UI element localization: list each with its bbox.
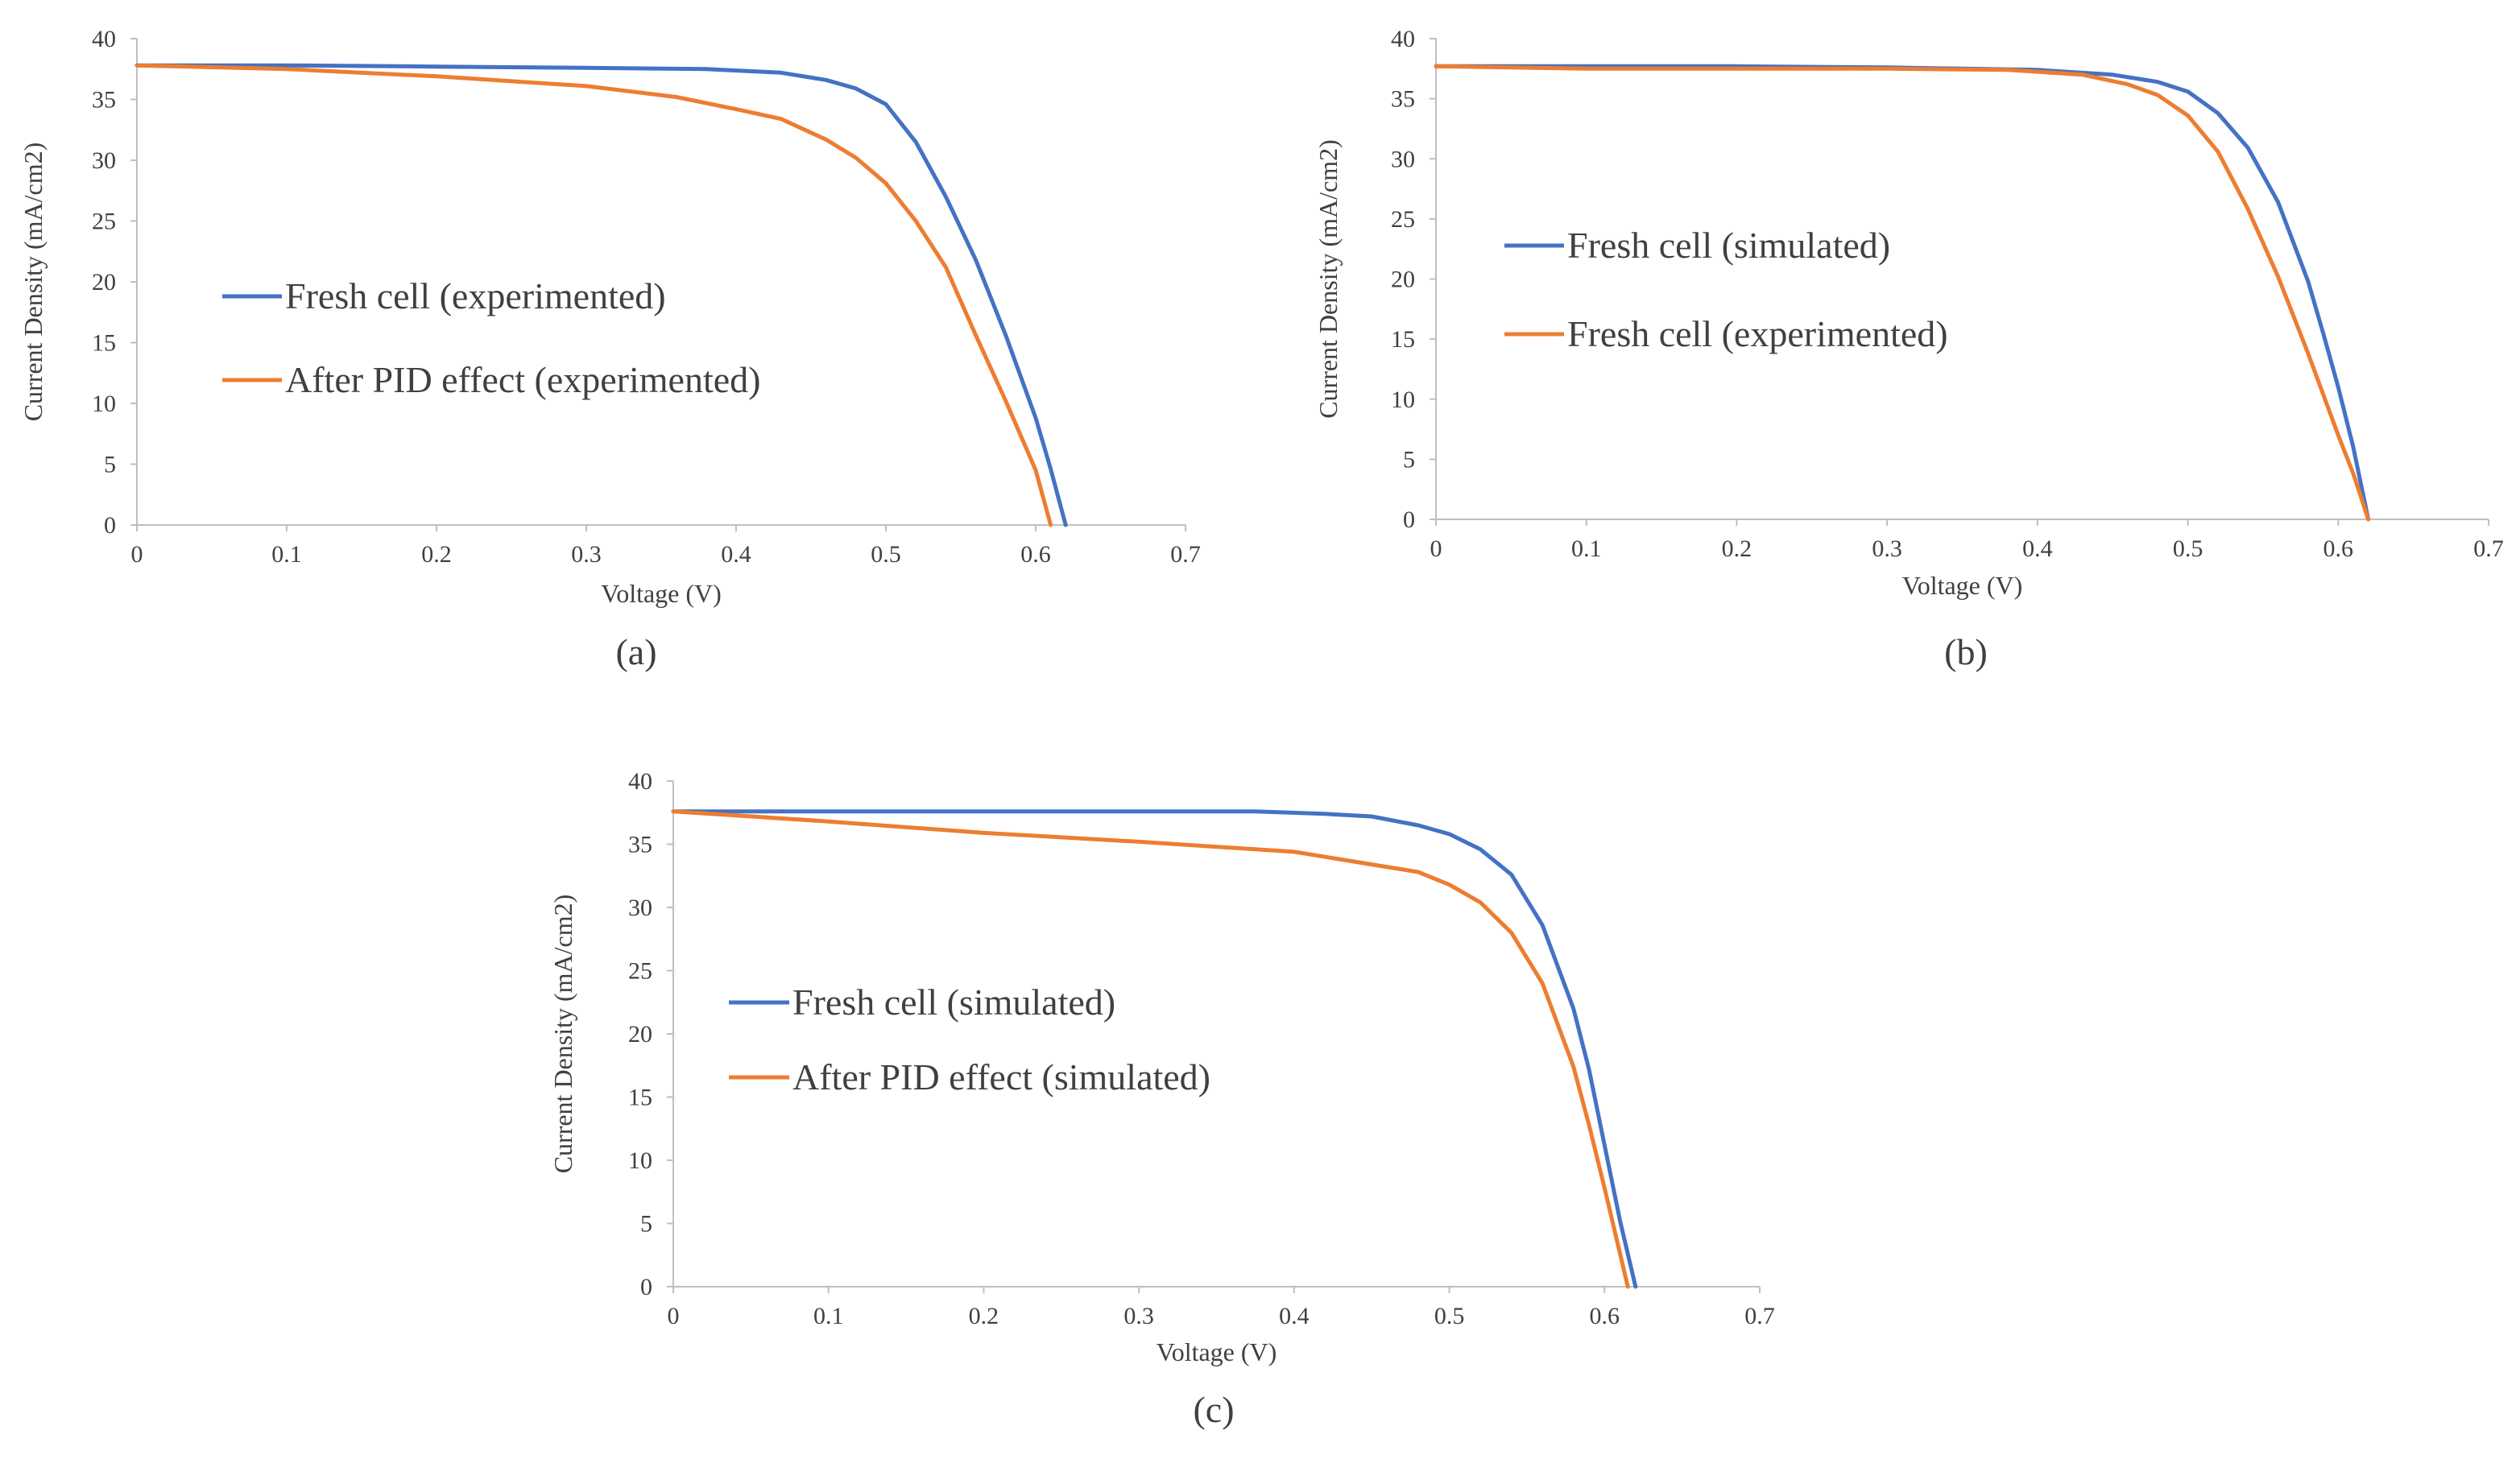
panel-caption: (b) xyxy=(1944,631,1988,672)
y-tick-label: 35 xyxy=(1391,86,1415,113)
series-line-1 xyxy=(671,809,1638,1289)
x-tick-label: 0.6 xyxy=(1590,1303,1620,1329)
chart-b: 0 5 10 15 20 25 30 35 40 0 0.1 0.2 0.3 0.4 0.5 0.6 0.7 Vo… xyxy=(1314,26,2504,672)
y-tick-label: 30 xyxy=(1391,146,1415,172)
x-tick-label: 0.7 xyxy=(1170,541,1201,568)
x-tick-label: 0.3 xyxy=(1123,1303,1154,1329)
x-tick-label: 0.7 xyxy=(1744,1303,1775,1329)
y-tick-label: 0 xyxy=(1403,506,1415,533)
legend-label-2: After PID effect (simulated) xyxy=(792,1056,1210,1097)
x-tick-label: 0.2 xyxy=(969,1303,999,1329)
chart-a: 0 5 10 15 20 25 30 35 40 0 0.1 0.2 0.3 0.4 0.5 0.6 0.7 Vo… xyxy=(19,26,1201,672)
y-tick-label: 5 xyxy=(640,1211,652,1238)
y-tick-label: 20 xyxy=(628,1021,652,1048)
y-tick-label: 5 xyxy=(1403,446,1415,473)
y-tick-label: 15 xyxy=(92,330,116,357)
x-tick-label: 0.1 xyxy=(813,1303,844,1329)
y-tick-label: 0 xyxy=(640,1274,652,1300)
x-tick-label: 0.5 xyxy=(2173,535,2203,562)
panel-caption: (a) xyxy=(615,631,656,672)
x-axis-title: Voltage (V) xyxy=(1902,571,2023,600)
y-axis-title: Current Density (mA/cm2) xyxy=(1314,139,1343,419)
y-tick-label: 10 xyxy=(1391,386,1415,413)
y-tick-label: 40 xyxy=(1391,26,1415,52)
x-tick-label: 0.3 xyxy=(571,541,602,568)
y-tick-label: 15 xyxy=(1391,326,1415,353)
y-tick-label: 40 xyxy=(92,26,116,52)
y-tick-label: 15 xyxy=(628,1085,652,1111)
x-tick-label: 0.1 xyxy=(271,541,302,568)
y-tick-label: 5 xyxy=(104,452,116,478)
x-tick-label: 0.6 xyxy=(1020,541,1051,568)
x-axis-title: Voltage (V) xyxy=(601,579,722,608)
y-tick-label: 20 xyxy=(92,269,116,296)
legend-label-1: Fresh cell (simulated) xyxy=(792,982,1115,1023)
legend-label-2: After PID effect (experimented) xyxy=(285,359,760,400)
x-tick-label: 0.7 xyxy=(2473,535,2504,562)
series-line-2 xyxy=(134,63,1053,527)
y-axis-title: Current Density (mA/cm2) xyxy=(19,143,48,422)
x-tick-label: 0.5 xyxy=(871,541,901,568)
x-tick-label: 0 xyxy=(668,1303,680,1329)
x-tick-label: 0.4 xyxy=(2022,535,2053,562)
x-axis-title: Voltage (V) xyxy=(1157,1337,1277,1366)
y-tick-label: 35 xyxy=(628,832,652,858)
x-tick-label: 0 xyxy=(1430,535,1442,562)
x-tick-label: 0.1 xyxy=(1571,535,1602,562)
y-axis-title: Current Density (mA/cm2) xyxy=(548,895,577,1174)
legend-label-1: Fresh cell (simulated) xyxy=(1567,225,1890,266)
y-tick-label: 25 xyxy=(628,958,652,985)
x-tick-label: 0.5 xyxy=(1434,1303,1465,1329)
y-tick-label: 20 xyxy=(1391,267,1415,293)
x-tick-label: 0.4 xyxy=(721,541,751,568)
x-tick-label: 0.2 xyxy=(1722,535,1752,562)
x-tick-label: 0.6 xyxy=(2323,535,2354,562)
x-tick-label: 0.3 xyxy=(1872,535,1902,562)
y-tick-label: 25 xyxy=(1391,206,1415,233)
y-tick-label: 30 xyxy=(92,147,116,174)
y-tick-label: 40 xyxy=(628,768,652,795)
series-line-1 xyxy=(134,63,1068,527)
panel-caption: (c) xyxy=(1193,1389,1234,1430)
series-line-1 xyxy=(1434,64,2371,522)
legend-label-1: Fresh cell (experimented) xyxy=(285,275,666,316)
y-tick-label: 25 xyxy=(92,209,116,235)
legend-label-2: Fresh cell (experimented) xyxy=(1567,313,1948,354)
y-tick-label: 10 xyxy=(628,1147,652,1174)
x-tick-label: 0.2 xyxy=(421,541,452,568)
x-tick-label: 0 xyxy=(131,541,143,568)
x-tick-label: 0.4 xyxy=(1279,1303,1310,1329)
y-tick-label: 0 xyxy=(104,512,116,539)
y-tick-label: 30 xyxy=(628,895,652,921)
y-tick-label: 10 xyxy=(92,391,116,417)
y-tick-label: 35 xyxy=(92,87,116,114)
series-line-2 xyxy=(1434,64,2371,522)
chart-c: 0 5 10 15 20 25 30 35 40 0 0.1 0.2 0.3 0.4 0.5 0.6 0.7 Vo… xyxy=(548,768,1775,1430)
series-line-2 xyxy=(671,809,1630,1289)
